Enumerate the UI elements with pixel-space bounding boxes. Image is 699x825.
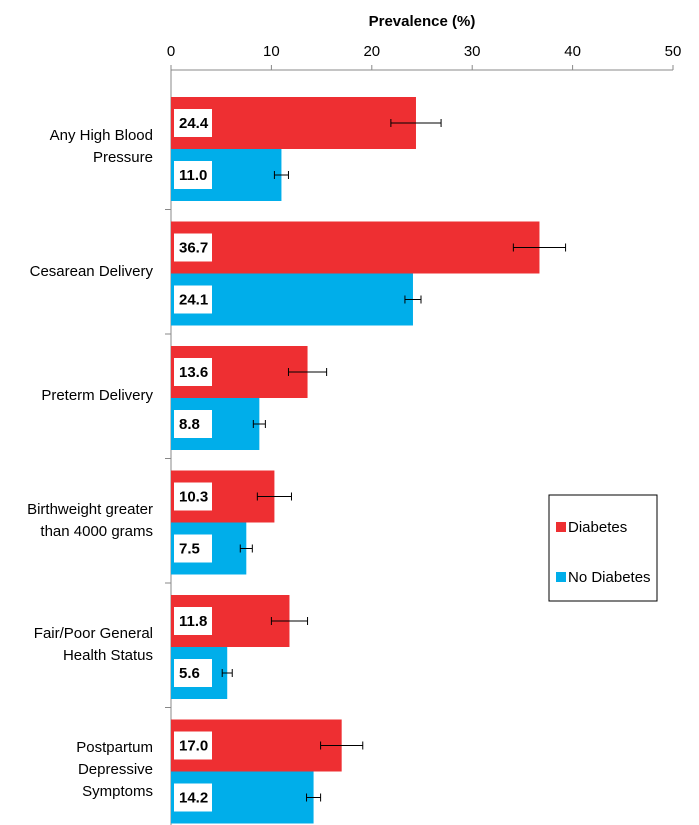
legend-label: No Diabetes [568,569,651,586]
category-label-box: Any High Blood Pressure [49,127,153,167]
value-label-box [174,109,212,137]
value-label-box [174,534,212,563]
y-tick-label: Postpartum Depressive Symptoms [76,738,153,800]
value-label: 24.4 [179,115,209,132]
value-label: 24.1 [179,291,208,308]
error-bar [273,171,289,179]
legend-label: Diabetes [568,519,627,536]
value-label: 36.7 [179,239,208,256]
error-bar [239,544,253,553]
y-tick-label: Birthweight greater than 4000 grams [27,500,153,540]
value-label: 14.2 [179,789,208,806]
value-label-box [174,358,212,386]
value-label: 8.8 [179,416,200,433]
category-label-box: Fair/Poor General Health Status [33,625,153,665]
category-label-box: Cesarean Delivery [29,262,153,280]
x-tick-label: 50 [665,43,682,60]
value-label: 10.3 [179,488,208,505]
axis-title: Prevalence (%) [369,13,476,30]
value-label-box [174,783,212,812]
error-bar [390,119,442,127]
error-bar [512,243,567,252]
category-label-box: Postpartum Depressive Symptoms [76,738,153,800]
category-label-box: Preterm Delivery [41,387,153,405]
value-label: 5.6 [179,665,200,682]
error-bar [256,492,292,501]
y-tick-label: Cesarean Delivery [29,262,153,280]
error-bar [404,295,422,304]
x-tick-label: 0 [167,43,175,60]
bar [171,221,540,274]
y-tick-label: Preterm Delivery [41,387,153,405]
error-bar [270,617,309,625]
error-bar [306,793,322,802]
y-tick-label: Fair/Poor General Health Status [33,625,153,665]
value-label-box [174,482,212,511]
value-label: 11.0 [179,167,207,184]
value-label-box [174,659,212,687]
x-tick-label: 20 [363,43,380,60]
y-tick-label: Any High Blood Pressure [49,127,153,167]
error-bar [221,669,233,677]
value-label-box [174,731,212,760]
value-label-box [174,233,212,262]
x-tick-label: 40 [564,43,581,60]
value-label-box [174,161,212,189]
error-bar [320,741,364,750]
value-label: 11.8 [179,613,207,630]
value-label: 17.0 [179,737,208,754]
legend-swatch [556,522,566,532]
value-label-box [174,285,212,314]
value-label: 13.6 [179,364,208,381]
legend-swatch [556,572,566,582]
category-label-box: Birthweight greater than 4000 grams [27,500,153,540]
value-label-box [174,607,212,635]
x-tick-label: 30 [464,43,481,60]
error-bar [252,420,266,428]
legend-box [548,494,658,602]
value-label-box [174,410,212,438]
error-bar [287,368,328,376]
value-label: 7.5 [179,540,200,557]
x-tick-label: 10 [263,43,280,60]
